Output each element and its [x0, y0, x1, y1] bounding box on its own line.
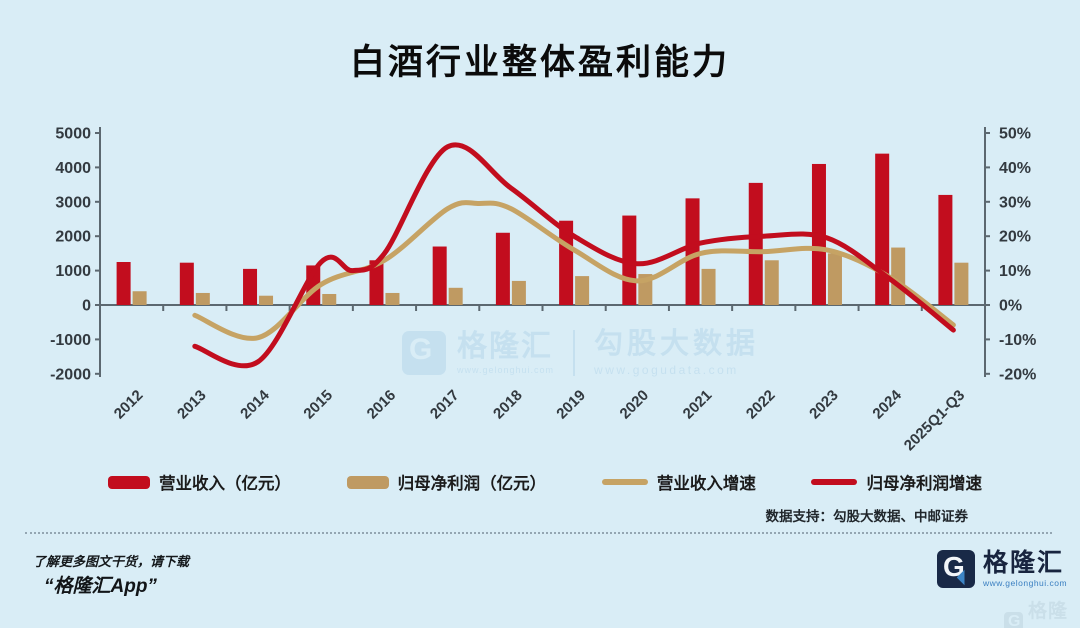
legend-label: 营业收入（亿元） [159, 475, 291, 493]
legend-item-revenue-growth: 营业收入增速 [601, 470, 756, 494]
x-axis-label: 2019 [553, 387, 589, 423]
brand-name: 格隆汇 [983, 548, 1065, 577]
y-axis-left-label: 2000 [55, 229, 91, 246]
x-axis-label: 2020 [617, 387, 653, 423]
brand-url: www.gelonghui.com [983, 577, 1068, 588]
legend-label: 营业收入增速 [656, 475, 756, 493]
dotted-divider [25, 532, 1052, 534]
x-axis-label: 2023 [806, 387, 842, 423]
chart-legend: 营业收入（亿元） 归母净利润（亿元） 营业收入增速 归母净利润增速 [108, 470, 982, 494]
y-axis-right-label: 0% [999, 298, 1022, 315]
revenue-bar [875, 153, 890, 305]
gelonghui-logo-icon: G [937, 550, 975, 588]
profit-bar [891, 247, 906, 305]
x-axis-label: 2025Q1-Q3 [901, 387, 968, 454]
profit-bar [954, 262, 969, 305]
revenue-bar [116, 262, 131, 305]
y-axis-right-label: -10% [999, 332, 1036, 349]
profit-growth-line-swatch-icon [811, 479, 858, 485]
profit-growth-line [192, 142, 956, 369]
gelonghui-brand: G 格隆汇 www.gelonghui.com [937, 550, 1067, 588]
x-axis-label: 2016 [364, 387, 400, 423]
profit-bar [511, 280, 526, 305]
revenue-growth-line-swatch-icon [601, 479, 648, 485]
y-axis-left-label: 3000 [55, 194, 91, 211]
profit-bar [764, 260, 779, 305]
y-axis-left-label: 5000 [55, 126, 91, 143]
x-axis-label: 2018 [490, 387, 526, 423]
profit-bar [827, 253, 842, 305]
y-axis-left-label: 4000 [55, 160, 91, 177]
profit-bar [132, 291, 147, 305]
y-axis-right-label: 10% [999, 263, 1031, 280]
x-axis-label: 2017 [427, 387, 463, 423]
footer-promo-text: 了解更多图文干货，请下载 [33, 554, 190, 569]
profit-bar [701, 268, 716, 305]
y-axis-right-label: 30% [999, 194, 1031, 211]
y-axis-left-label: 1000 [55, 263, 91, 280]
y-axis-right-label: 50% [999, 126, 1031, 143]
legend-item-revenue: 营业收入（亿元） [108, 470, 291, 494]
revenue-bar [243, 268, 258, 305]
legend-label: 归母净利润增速 [866, 475, 982, 493]
profit-bar [259, 295, 274, 305]
data-source-note: 数据支持：勾股大数据、中邮证券 [765, 509, 969, 524]
y-axis-left-label: -2000 [50, 366, 91, 383]
page-title: 白酒行业整体盈利能力 [349, 43, 730, 82]
x-axis-label: 2021 [680, 387, 716, 423]
revenue-bar [748, 182, 763, 305]
x-axis-label: 2014 [237, 386, 273, 422]
revenue-bar [179, 262, 194, 305]
x-axis-label: 2015 [300, 387, 336, 423]
profit-bar-swatch-icon [346, 475, 389, 489]
profit-bar [385, 292, 400, 305]
footer-app-name: “格隆汇App” [44, 576, 157, 597]
revenue-bar-swatch-icon [108, 475, 150, 489]
revenue-growth-line [192, 200, 956, 341]
legend-item-profit-growth: 归母净利润增速 [811, 470, 982, 494]
x-axis-label: 2024 [869, 386, 905, 422]
revenue-bar [369, 260, 384, 305]
x-axis-label: 2022 [743, 387, 779, 423]
x-axis-label: 2013 [174, 387, 210, 423]
profit-bar [195, 292, 210, 305]
y-axis-left-label: -1000 [50, 332, 91, 349]
revenue-bar [938, 194, 953, 305]
y-axis-right-label: 20% [999, 229, 1031, 246]
profit-bar [575, 276, 590, 305]
y-axis-left-label: 0 [82, 298, 91, 315]
profit-bar [448, 287, 463, 305]
x-axis-label: 2012 [111, 387, 147, 423]
revenue-bar [495, 232, 510, 305]
profit-bar [322, 293, 337, 305]
revenue-bar [685, 198, 700, 305]
y-axis-right-label: 40% [999, 160, 1031, 177]
legend-item-net-profit: 归母净利润（亿元） [346, 470, 547, 494]
legend-label: 归母净利润（亿元） [397, 475, 547, 493]
y-axis-right-label: -20% [999, 366, 1036, 383]
revenue-bar [432, 246, 447, 305]
